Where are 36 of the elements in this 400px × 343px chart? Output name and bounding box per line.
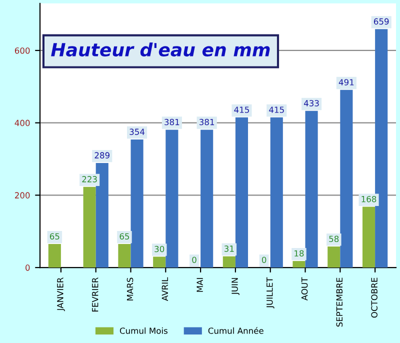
data-label: 433: [304, 100, 319, 106]
y-tick-label: 200: [14, 192, 30, 198]
data-label: 415: [269, 106, 284, 113]
x-tick-label: MARS: [126, 278, 134, 300]
x-tick-label: JUIN: [232, 278, 240, 295]
data-label: 223: [82, 176, 97, 182]
data-label: 58: [329, 236, 339, 242]
text: Hauteur d'eau en mm: [51, 42, 270, 57]
data-label: 491: [338, 79, 354, 86]
legend-label: Cumul Mois: [120, 327, 168, 334]
data-label: 289: [94, 152, 110, 158]
data-label: 65: [50, 233, 60, 240]
data-label: 30: [154, 246, 164, 252]
x-tick-label: SEPTEMBRE: [336, 278, 343, 327]
x-tick-label: MAI: [196, 278, 203, 292]
data-label: 415: [234, 106, 249, 113]
data-label: 18: [294, 250, 304, 257]
legend-label: Cumul Année: [208, 327, 264, 334]
y-tick-label: 0: [26, 264, 30, 271]
y-tick-label: 600: [14, 47, 30, 54]
data-label: 0: [262, 256, 266, 264]
x-tick-label: AVRIL: [162, 277, 168, 301]
x-tick-label: JUILLET: [266, 277, 274, 308]
y-tick-label: 400: [14, 120, 30, 126]
data-label: 0: [192, 256, 196, 264]
x-tick-label: AOUT: [301, 277, 308, 300]
data-label: 354: [130, 128, 145, 135]
data-label: 168: [362, 196, 376, 202]
data-label: 381: [200, 118, 214, 126]
data-label: 31: [224, 246, 234, 252]
data-label: 65: [120, 233, 130, 240]
x-tick-label: FEVRIER: [92, 278, 98, 312]
x-tick-label: JANVIER: [57, 278, 65, 312]
x-tick-label: OCTOBRE: [371, 278, 378, 318]
data-label: 659: [374, 18, 389, 25]
data-label: 381: [164, 118, 180, 126]
